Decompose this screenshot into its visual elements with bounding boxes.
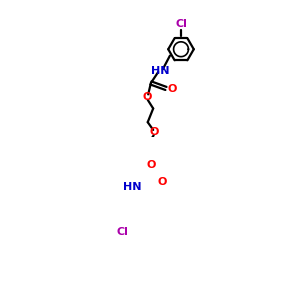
Text: O: O [146, 160, 156, 170]
Text: HN: HN [122, 182, 141, 192]
Text: Cl: Cl [175, 19, 187, 29]
Text: HN: HN [151, 66, 170, 76]
Text: Cl: Cl [117, 227, 129, 238]
Text: O: O [142, 92, 152, 102]
Text: O: O [158, 177, 167, 187]
Text: O: O [150, 127, 159, 137]
Text: O: O [168, 84, 177, 94]
